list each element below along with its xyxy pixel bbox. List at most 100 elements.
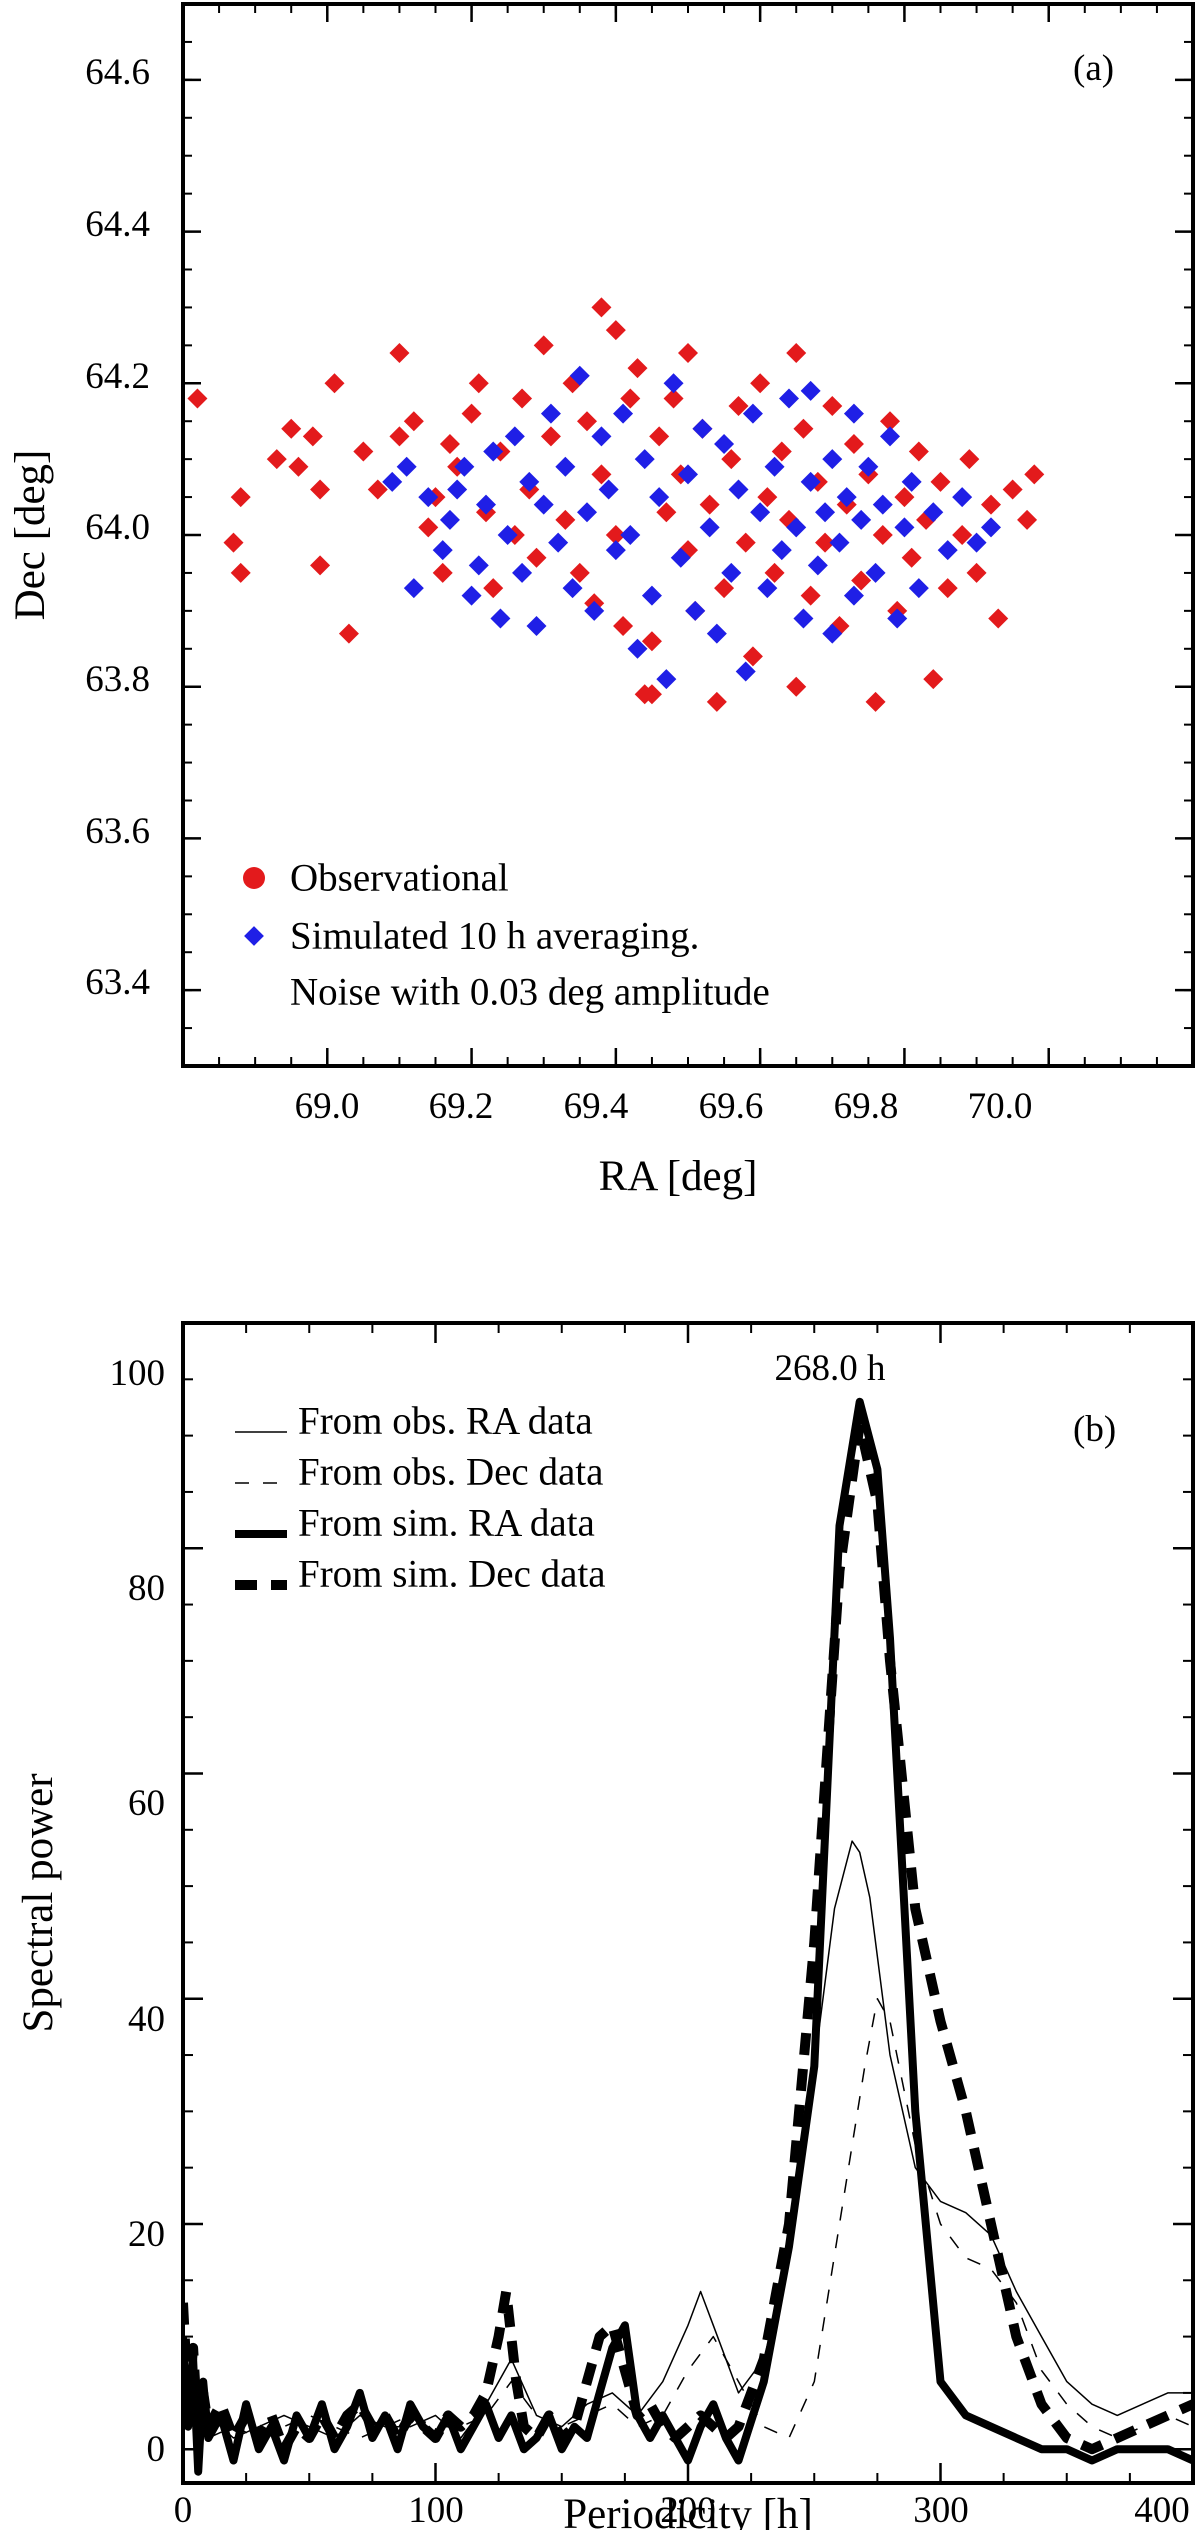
observational-point xyxy=(916,509,937,530)
observational-point xyxy=(302,426,323,447)
x-tick-label: 300 xyxy=(913,2490,969,2530)
observational-point xyxy=(721,449,742,470)
observational-point xyxy=(966,562,987,583)
simulated-point xyxy=(887,608,908,629)
observational-point xyxy=(843,433,864,454)
panel-label: (b) xyxy=(1073,1409,1116,1450)
simulated-point xyxy=(468,555,489,576)
observational-point xyxy=(230,562,251,583)
y-tick-label: 63.8 xyxy=(85,659,150,700)
observational-point xyxy=(757,487,778,508)
simulated-point xyxy=(699,517,720,538)
simulated-point xyxy=(800,471,821,492)
observational-point xyxy=(569,562,590,583)
simulated-point xyxy=(403,578,424,599)
observational-point xyxy=(742,646,763,667)
y-tick-label: 63.4 xyxy=(85,962,150,1003)
x-tick-label: 70.0 xyxy=(968,1086,1033,1127)
panel-label: (a) xyxy=(1073,48,1114,89)
simulated-point xyxy=(584,600,605,621)
x-tick-label: 0 xyxy=(174,2490,193,2530)
y-tick-label: 64.2 xyxy=(85,356,150,397)
simulated-point xyxy=(678,464,698,485)
observational-point xyxy=(678,342,698,363)
simulated-point xyxy=(526,616,547,637)
simulated-point xyxy=(807,555,828,576)
sim-ra-line xyxy=(183,1397,1193,2476)
axis-ticks xyxy=(181,1321,1195,2483)
observational-point xyxy=(555,509,576,530)
simulated-point xyxy=(742,403,763,424)
simulated-point xyxy=(786,517,807,538)
simulated-point xyxy=(836,487,857,508)
observational-point xyxy=(959,449,980,470)
simulated-point xyxy=(966,532,987,553)
observational-point xyxy=(526,547,547,568)
observational-point xyxy=(389,342,410,363)
observational-point xyxy=(230,487,251,508)
observational-point xyxy=(663,388,684,409)
legend-label-obs-ra: From obs. RA data xyxy=(298,1400,593,1443)
scatter-panel: (a) 63.4 63.6 63.8 64.0 64.2 64.4 64.6 6… xyxy=(7,2,1195,1200)
legend-label-obs-dec: From obs. Dec data xyxy=(298,1451,603,1494)
simulated-point xyxy=(981,517,1001,538)
legend-label-sim-dec: From sim. Dec data xyxy=(298,1553,606,1596)
simulated-point xyxy=(851,509,872,530)
simulated-point xyxy=(461,585,482,606)
simulated-point xyxy=(843,403,864,424)
simulated-point xyxy=(692,418,713,439)
legend: From obs. RA data From obs. Dec data Fro… xyxy=(235,1400,606,1596)
line-panel: 268.0 h (b) 0 20 40 60 80 100 0 100 200 … xyxy=(15,1321,1195,2530)
simulated-point xyxy=(822,449,843,470)
simulated-point xyxy=(843,585,864,606)
simulated-point xyxy=(894,517,915,538)
observational-point xyxy=(613,616,634,637)
legend-label-simulated: Simulated 10 h averaging. xyxy=(290,915,699,958)
simulated-point xyxy=(750,502,771,523)
simulated-point xyxy=(779,388,799,409)
simulated-point xyxy=(829,532,850,553)
observational-point xyxy=(851,570,872,591)
simulated-point xyxy=(613,403,634,424)
legend-label-observational: Observational xyxy=(290,857,509,900)
observational-point xyxy=(310,555,331,576)
simulated-point xyxy=(735,661,756,682)
observational-point xyxy=(483,578,504,599)
x-axis-title: RA [deg] xyxy=(599,1153,758,1200)
simulated-point xyxy=(649,487,670,508)
simulated-point xyxy=(771,540,792,561)
observational-point xyxy=(641,684,662,705)
series-lines xyxy=(183,1397,1193,2476)
simulated-point xyxy=(504,426,525,447)
legend-label-noise: Noise with 0.03 deg amplitude xyxy=(290,971,770,1014)
observational-point xyxy=(714,578,735,599)
observational-point xyxy=(468,373,489,394)
simulated-point xyxy=(815,502,836,523)
simulated-point xyxy=(822,623,843,644)
observational-point xyxy=(771,441,792,462)
observational-point xyxy=(627,358,648,379)
y-tick-label: 64.0 xyxy=(85,507,150,548)
peak-annotation: 268.0 h xyxy=(775,1348,887,1389)
observational-point xyxy=(764,562,785,583)
simulated-point xyxy=(721,562,742,583)
observational-point xyxy=(223,532,244,553)
x-tick-label: 200 xyxy=(660,2490,716,2530)
simulated-point xyxy=(562,578,583,599)
simulated-point xyxy=(512,562,533,583)
observational-point xyxy=(367,479,388,500)
simulated-point xyxy=(591,426,612,447)
observational-point xyxy=(310,479,331,500)
scatter-markers xyxy=(187,297,1045,712)
observational-point xyxy=(533,335,554,356)
observational-point xyxy=(353,441,374,462)
simulated-point xyxy=(620,525,641,545)
observational-point xyxy=(187,388,208,409)
simulated-point xyxy=(577,502,597,523)
y-tick-label: 80 xyxy=(128,1568,165,1609)
legend-marker-simulated xyxy=(244,926,264,946)
observational-point xyxy=(656,502,677,523)
simulated-point xyxy=(396,456,417,477)
simulated-point xyxy=(569,365,590,386)
